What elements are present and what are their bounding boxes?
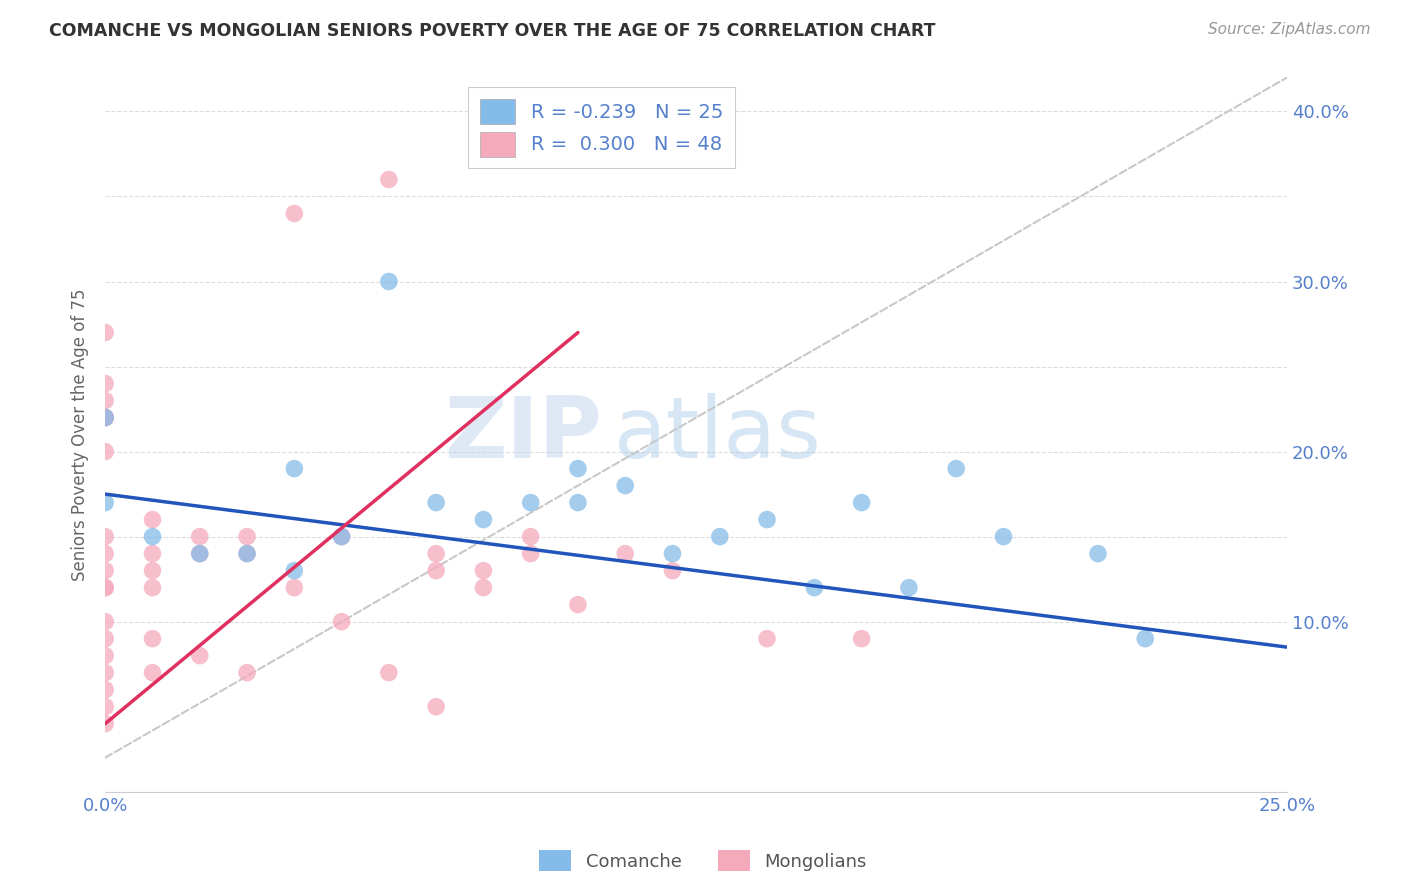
Point — [283, 581, 305, 595]
Point — [519, 530, 541, 544]
Point — [945, 461, 967, 475]
Point — [236, 547, 259, 561]
Point — [993, 530, 1015, 544]
Point — [94, 410, 117, 425]
Point — [472, 564, 495, 578]
Point — [1135, 632, 1157, 646]
Point — [378, 665, 401, 680]
Point — [851, 495, 873, 509]
Point — [283, 206, 305, 220]
Point — [472, 513, 495, 527]
Point — [519, 495, 541, 509]
Point — [94, 376, 117, 391]
Point — [567, 495, 589, 509]
Point — [425, 547, 447, 561]
Point — [472, 581, 495, 595]
Text: COMANCHE VS MONGOLIAN SENIORS POVERTY OVER THE AGE OF 75 CORRELATION CHART: COMANCHE VS MONGOLIAN SENIORS POVERTY OV… — [49, 22, 936, 40]
Point — [94, 410, 117, 425]
Point — [803, 581, 825, 595]
Y-axis label: Seniors Poverty Over the Age of 75: Seniors Poverty Over the Age of 75 — [72, 288, 89, 581]
Point — [236, 665, 259, 680]
Point — [567, 461, 589, 475]
Point — [378, 172, 401, 186]
Text: Source: ZipAtlas.com: Source: ZipAtlas.com — [1208, 22, 1371, 37]
Point — [94, 326, 117, 340]
Point — [188, 648, 211, 663]
Point — [141, 564, 163, 578]
Point — [94, 564, 117, 578]
Point — [94, 699, 117, 714]
Point — [94, 530, 117, 544]
Point — [425, 699, 447, 714]
Point — [1087, 547, 1109, 561]
Point — [756, 513, 779, 527]
Point — [94, 682, 117, 697]
Point — [94, 444, 117, 458]
Legend: R = -0.239   N = 25, R =  0.300   N = 48: R = -0.239 N = 25, R = 0.300 N = 48 — [468, 87, 735, 169]
Point — [614, 478, 637, 492]
Point — [94, 495, 117, 509]
Point — [330, 530, 353, 544]
Point — [519, 547, 541, 561]
Point — [236, 530, 259, 544]
Point — [378, 275, 401, 289]
Point — [141, 547, 163, 561]
Point — [94, 547, 117, 561]
Point — [283, 564, 305, 578]
Point — [756, 632, 779, 646]
Point — [851, 632, 873, 646]
Point — [94, 665, 117, 680]
Point — [94, 581, 117, 595]
Point — [94, 410, 117, 425]
Point — [425, 495, 447, 509]
Point — [283, 461, 305, 475]
Point — [141, 513, 163, 527]
Legend: Comanche, Mongolians: Comanche, Mongolians — [531, 843, 875, 879]
Point — [141, 665, 163, 680]
Point — [94, 648, 117, 663]
Point — [188, 547, 211, 561]
Point — [94, 393, 117, 408]
Point — [661, 547, 683, 561]
Point — [141, 632, 163, 646]
Point — [141, 581, 163, 595]
Point — [330, 530, 353, 544]
Point — [236, 547, 259, 561]
Point — [94, 632, 117, 646]
Point — [188, 530, 211, 544]
Point — [567, 598, 589, 612]
Point — [661, 564, 683, 578]
Point — [709, 530, 731, 544]
Point — [614, 547, 637, 561]
Point — [94, 716, 117, 731]
Point — [188, 547, 211, 561]
Text: ZIP: ZIP — [444, 393, 602, 476]
Point — [141, 530, 163, 544]
Point — [425, 564, 447, 578]
Text: atlas: atlas — [613, 393, 821, 476]
Point — [330, 615, 353, 629]
Point — [897, 581, 920, 595]
Point — [94, 581, 117, 595]
Point — [94, 615, 117, 629]
